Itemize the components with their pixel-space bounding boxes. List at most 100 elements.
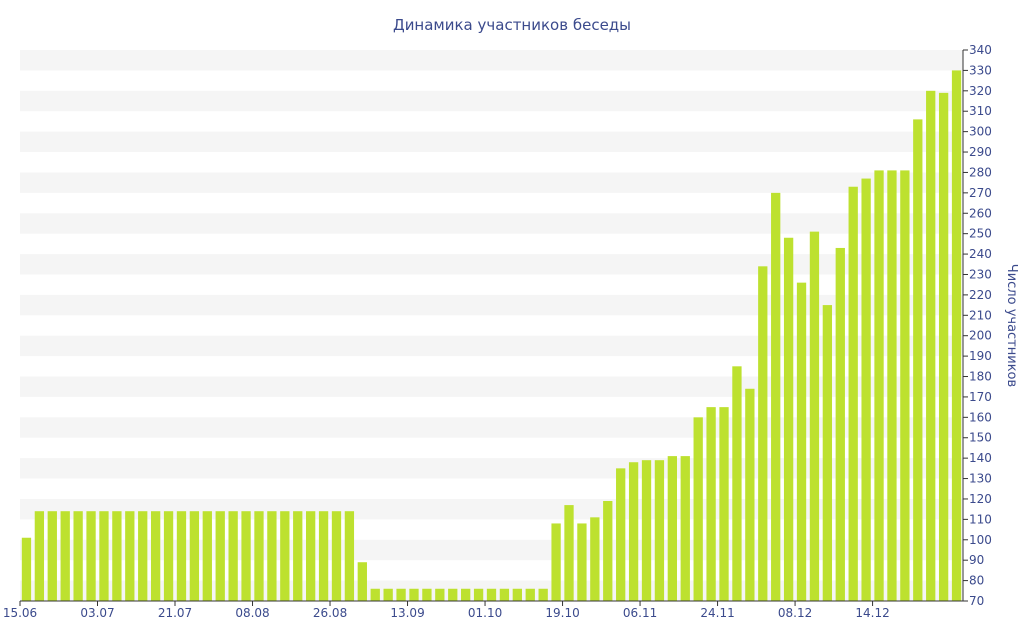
y-tick-label: 300 bbox=[969, 125, 992, 139]
bar bbox=[60, 511, 70, 601]
bar bbox=[551, 523, 561, 601]
y-tick-label: 280 bbox=[969, 165, 992, 179]
y-tick-label: 70 bbox=[969, 594, 984, 608]
y-tick-label: 320 bbox=[969, 84, 992, 98]
bar bbox=[215, 511, 225, 601]
grid-band bbox=[20, 417, 963, 438]
bar bbox=[241, 511, 251, 601]
bar bbox=[938, 92, 949, 601]
y-tick-label: 160 bbox=[969, 410, 992, 424]
bar bbox=[293, 511, 303, 601]
x-tick-label: 03.07 bbox=[80, 606, 114, 620]
bar bbox=[512, 588, 522, 601]
bar bbox=[848, 186, 858, 602]
y-tick-label: 180 bbox=[969, 370, 992, 384]
bar bbox=[409, 588, 419, 601]
y-tick-label: 290 bbox=[969, 145, 992, 159]
grid-band bbox=[20, 254, 963, 275]
bar bbox=[486, 588, 497, 601]
y-tick-label: 230 bbox=[969, 267, 992, 281]
bar bbox=[473, 588, 484, 601]
bar bbox=[448, 588, 458, 601]
bar bbox=[47, 511, 57, 601]
x-tick-label: 15.06 bbox=[3, 606, 37, 620]
bar bbox=[835, 247, 845, 602]
grid-band bbox=[20, 213, 963, 234]
bar bbox=[267, 511, 277, 601]
bar bbox=[228, 511, 238, 601]
bar bbox=[641, 460, 652, 601]
y-tick-label: 220 bbox=[969, 288, 992, 302]
bar bbox=[499, 588, 510, 601]
y-tick-label: 150 bbox=[969, 431, 992, 445]
grid-bands bbox=[20, 50, 963, 601]
bar bbox=[667, 456, 677, 601]
y-axis-title: Число участников bbox=[1004, 264, 1019, 387]
bar bbox=[150, 511, 161, 601]
bar bbox=[254, 511, 264, 601]
bar bbox=[99, 511, 109, 601]
x-tick-label: 08.12 bbox=[778, 606, 812, 620]
bar bbox=[861, 178, 871, 602]
bar bbox=[34, 511, 45, 601]
x-tick-label: 01.10 bbox=[468, 606, 502, 620]
bar bbox=[822, 305, 833, 601]
bar bbox=[616, 468, 626, 601]
bar bbox=[125, 511, 135, 601]
bar bbox=[280, 511, 290, 601]
y-axis-ticks: 70 80 90 100 110 120 130 140 150 160 170 180 190 200 2… bbox=[963, 43, 992, 608]
bar bbox=[654, 460, 665, 601]
bar bbox=[680, 456, 690, 601]
grid-band bbox=[20, 498, 963, 520]
bar bbox=[603, 501, 613, 601]
bar bbox=[525, 588, 535, 601]
bar bbox=[758, 266, 768, 601]
x-tick-label: 26.08 bbox=[313, 606, 347, 620]
bar bbox=[732, 366, 742, 601]
bar bbox=[112, 511, 122, 601]
bar bbox=[202, 511, 212, 601]
y-tick-label: 330 bbox=[969, 63, 992, 77]
bar bbox=[874, 170, 884, 602]
x-tick-label: 21.07 bbox=[158, 606, 192, 620]
bar bbox=[926, 90, 936, 601]
bar bbox=[357, 562, 367, 601]
y-tick-label: 100 bbox=[969, 533, 992, 547]
y-tick-label: 120 bbox=[969, 492, 992, 506]
bar bbox=[590, 517, 600, 601]
bar bbox=[370, 588, 380, 601]
x-tick-label: 14.12 bbox=[855, 606, 889, 620]
y-tick-label: 310 bbox=[969, 104, 992, 118]
bar bbox=[783, 237, 794, 601]
bar bbox=[809, 231, 820, 602]
bar bbox=[745, 388, 755, 601]
grid-band bbox=[20, 90, 963, 112]
bar bbox=[383, 588, 393, 601]
bar bbox=[771, 192, 781, 601]
x-axis-ticks: 15.06 03.07 21.07 08.08 26.08 13.09 01.10 19.10… bbox=[3, 601, 890, 620]
bar bbox=[189, 511, 200, 601]
y-tick-label: 270 bbox=[969, 186, 992, 200]
bar bbox=[86, 511, 96, 601]
bar bbox=[693, 417, 703, 601]
bar bbox=[396, 588, 406, 601]
y-tick-label: 90 bbox=[969, 553, 984, 567]
y-tick-label: 130 bbox=[969, 472, 992, 486]
bar bbox=[951, 70, 962, 601]
bar bbox=[628, 462, 639, 601]
bar bbox=[538, 588, 548, 601]
grid-band bbox=[20, 539, 963, 561]
grid-band bbox=[20, 294, 963, 316]
bar bbox=[331, 511, 342, 601]
y-tick-label: 190 bbox=[969, 349, 992, 363]
y-tick-label: 250 bbox=[969, 227, 992, 241]
y-tick-label: 170 bbox=[969, 390, 992, 404]
grid-band bbox=[20, 458, 963, 479]
bar bbox=[435, 588, 445, 601]
y-tick-label: 240 bbox=[969, 247, 992, 261]
bar bbox=[887, 170, 897, 602]
grid-band bbox=[20, 50, 963, 71]
bar bbox=[176, 511, 187, 601]
bar bbox=[577, 523, 587, 601]
chart-title: Динамика участников беседы bbox=[393, 16, 631, 34]
